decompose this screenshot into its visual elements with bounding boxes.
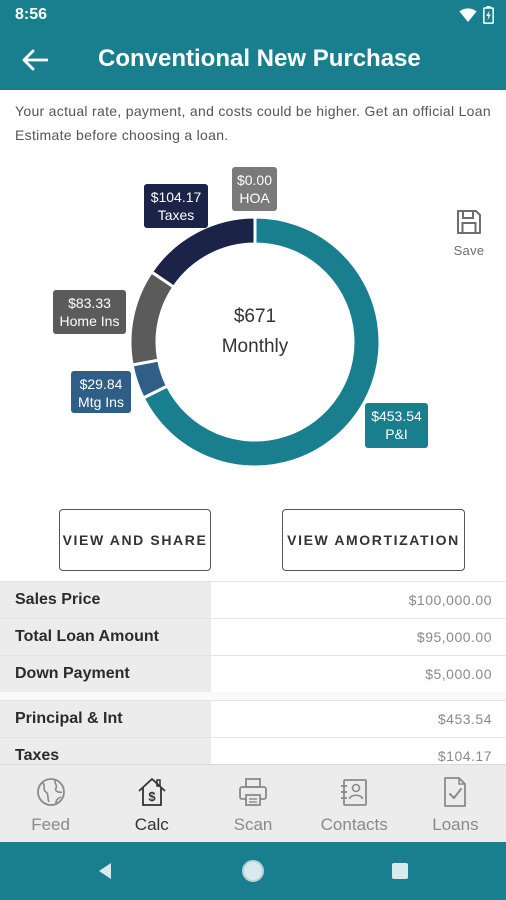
nav-label-loans: Loans xyxy=(432,815,479,834)
row-label-principal-int: Principal & Int xyxy=(0,701,211,737)
row-label-down-payment: Down Payment xyxy=(0,656,211,692)
row-value-taxes: $104.17 xyxy=(437,748,492,764)
system-recents-button[interactable] xyxy=(385,856,415,886)
row-label-total-loan-amount: Total Loan Amount xyxy=(0,619,211,655)
slice-label-home-ins: $83.33 Home Ins xyxy=(53,290,126,334)
slice-name-mtg-ins: Mtg Ins xyxy=(78,394,124,410)
nav-label-contacts: Contacts xyxy=(320,815,388,834)
slice-name-p-i: P&I xyxy=(385,426,408,442)
contacts-icon xyxy=(341,779,368,806)
donut-slice-home-ins[interactable] xyxy=(128,269,176,367)
nav-label-feed: Feed xyxy=(31,815,70,834)
nav-label-scan: Scan xyxy=(233,815,273,834)
view-amortization-button[interactable]: VIEW AMORTIZATION xyxy=(282,509,465,571)
page-title: Conventional New Purchase xyxy=(98,45,421,72)
slice-label-hoa: $0.00 HOA xyxy=(232,167,277,211)
svg-text:$: $ xyxy=(148,789,156,804)
system-back-button[interactable] xyxy=(90,856,120,886)
floppy-disk-icon xyxy=(457,210,481,234)
save-button[interactable]: Save xyxy=(448,208,490,258)
slice-label-mtg-ins: $29.84 Mtg Ins xyxy=(71,371,131,413)
table-row: Total Loan Amount $95,000.00 xyxy=(0,618,506,655)
slice-label-p-i: $453.54 P&I xyxy=(365,403,428,448)
slice-name-hoa: HOA xyxy=(239,190,270,206)
table-row: Principal & Int $453.54 xyxy=(0,700,506,737)
nav-item-loans[interactable]: Loans xyxy=(405,765,506,842)
battery-icon xyxy=(483,6,494,24)
triangle-back-icon xyxy=(99,863,111,879)
slice-name-taxes: Taxes xyxy=(158,207,195,223)
table-row: Down Payment $5,000.00 xyxy=(0,655,506,692)
status-icons xyxy=(459,6,494,24)
calc-house-icon: $ xyxy=(138,778,166,806)
arrow-left-icon xyxy=(22,49,48,71)
slice-value-mtg-ins: $29.84 xyxy=(80,376,123,392)
document-check-icon xyxy=(444,777,467,807)
row-value-principal-int: $453.54 xyxy=(437,711,492,727)
slice-value-taxes: $104.17 xyxy=(151,189,202,205)
donut-center-amount: $671 xyxy=(234,306,276,327)
slice-value-p-i: $453.54 xyxy=(371,408,422,424)
row-value-sales-price[interactable]: $100,000.00 xyxy=(408,592,492,608)
slice-label-taxes: $104.17 Taxes xyxy=(144,184,208,228)
bottom-navigation: Feed $ Calc Scan Contacts xyxy=(0,764,506,842)
printer-icon xyxy=(239,778,267,806)
view-and-share-button[interactable]: VIEW AND SHARE xyxy=(59,509,211,571)
nav-item-contacts[interactable]: Contacts xyxy=(304,765,405,842)
nav-item-calc[interactable]: $ Calc xyxy=(101,765,202,842)
system-nav-bar xyxy=(0,842,506,900)
circle-home-icon xyxy=(242,860,264,882)
slice-value-hoa: $0.00 xyxy=(237,172,272,188)
nav-item-scan[interactable]: Scan xyxy=(202,765,303,842)
slice-value-home-ins: $83.33 xyxy=(68,295,111,311)
payment-donut-chart: $453.54 P&I $29.84 Mtg Ins $83.33 Home Ins $10… xyxy=(53,167,428,469)
save-label: Save xyxy=(453,243,485,258)
donut-slice-taxes[interactable] xyxy=(149,215,257,290)
row-value-down-payment[interactable]: $5,000.00 xyxy=(425,666,492,682)
table-row: Sales Price $100,000.00 xyxy=(0,581,506,618)
app-bar: Conventional New Purchase xyxy=(0,30,506,90)
row-label-sales-price: Sales Price xyxy=(0,582,211,618)
donut-center-label: Monthly xyxy=(222,336,289,357)
section-divider xyxy=(0,692,506,700)
status-time: 8:56 xyxy=(15,6,48,23)
row-value-total-loan-amount[interactable]: $95,000.00 xyxy=(416,629,492,645)
nav-label-calc: Calc xyxy=(134,815,169,834)
globe-icon xyxy=(36,778,65,806)
disclaimer-text: Your actual rate, payment, and costs cou… xyxy=(15,103,491,143)
square-recents-icon xyxy=(392,863,408,879)
status-bar: 8:56 xyxy=(0,0,506,30)
donut-slice-p-i[interactable] xyxy=(141,215,382,469)
back-button[interactable] xyxy=(18,45,52,75)
wifi-icon xyxy=(459,8,477,22)
nav-item-feed[interactable]: Feed xyxy=(0,765,101,842)
system-home-button[interactable] xyxy=(238,856,268,886)
slice-name-home-ins: Home Ins xyxy=(60,313,120,329)
